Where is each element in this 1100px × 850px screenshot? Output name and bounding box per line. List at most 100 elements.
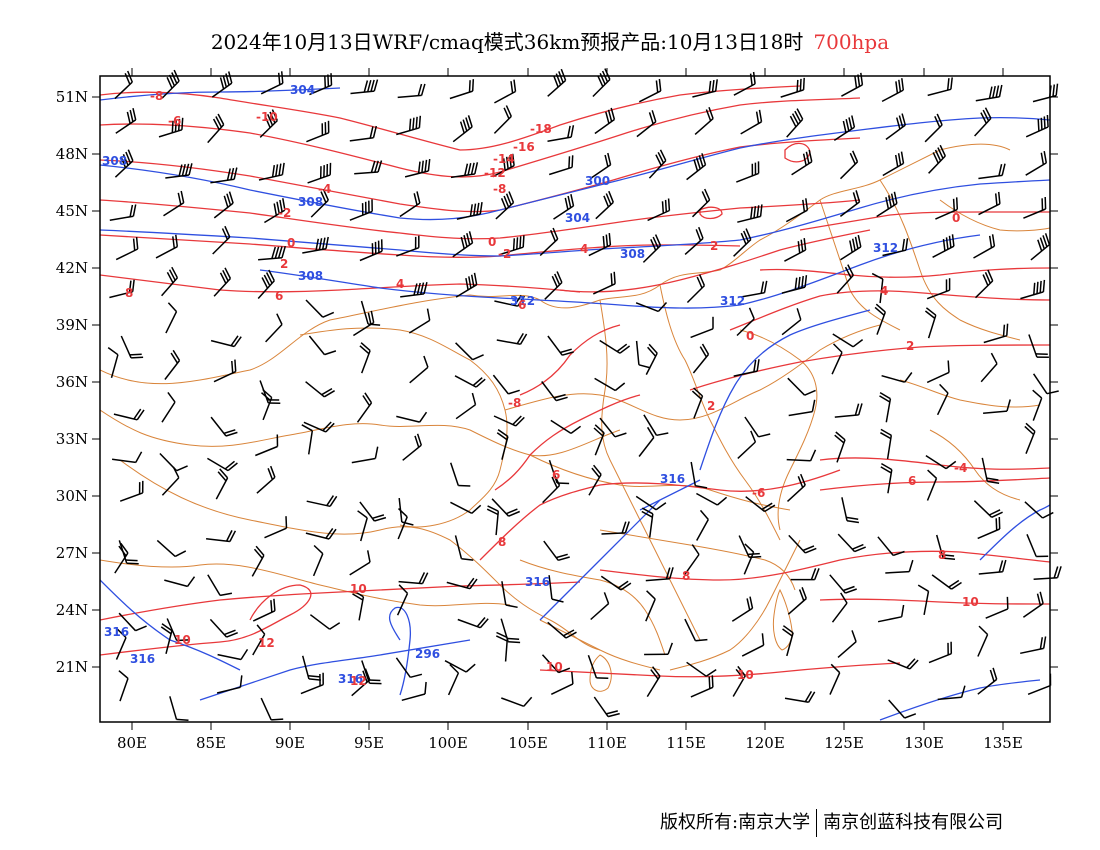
wind-barb-feather bbox=[701, 153, 707, 166]
wind-barb-feather bbox=[508, 510, 520, 517]
wind-barb bbox=[1032, 397, 1043, 421]
wind-barb-feather bbox=[270, 600, 273, 613]
wind-barb-feather bbox=[980, 112, 987, 124]
wind-barb-feather bbox=[262, 388, 273, 399]
wind-barb-feather bbox=[176, 639, 189, 642]
wind-barb-feather bbox=[507, 637, 520, 641]
wind-barb bbox=[745, 496, 766, 513]
wind-barb bbox=[349, 561, 371, 576]
wind-barb-feather bbox=[747, 552, 760, 556]
wind-barb-feather bbox=[691, 390, 702, 400]
wind-barb-feather bbox=[240, 648, 249, 660]
wind-barb bbox=[841, 497, 848, 521]
wind-barb bbox=[1025, 126, 1049, 138]
wind-barb-feather bbox=[665, 567, 671, 580]
wind-barb-feather bbox=[885, 197, 890, 210]
wind-barb bbox=[252, 610, 276, 622]
wind-barb bbox=[925, 454, 947, 470]
wind-barb-feather bbox=[791, 113, 799, 125]
wind-barb-feather bbox=[942, 238, 946, 251]
wind-barb-feather bbox=[366, 80, 372, 92]
wind-barb-feather bbox=[667, 642, 674, 655]
wind-barb-feather bbox=[226, 168, 231, 181]
wind-barb bbox=[307, 430, 314, 455]
wind-barb-feather bbox=[219, 272, 227, 284]
wind-barb-feather bbox=[487, 505, 499, 512]
wind-barb bbox=[832, 333, 854, 348]
height-label: 312 bbox=[720, 294, 745, 308]
wind-barb bbox=[978, 570, 1003, 575]
wind-barb-feather bbox=[854, 76, 858, 89]
lat-label: 24N bbox=[56, 601, 88, 619]
wind-barb-feather bbox=[1039, 280, 1042, 293]
wind-barb-feather bbox=[991, 511, 1003, 518]
wind-barb bbox=[114, 552, 129, 574]
wind-barb-feather bbox=[998, 164, 1003, 177]
wind-barb-feather bbox=[225, 73, 230, 86]
wind-barb-feather bbox=[465, 117, 471, 130]
wind-barb bbox=[1025, 162, 1047, 176]
wind-barb-feather bbox=[809, 449, 817, 462]
wind-barb-feather bbox=[479, 618, 489, 629]
wind-barb-feather bbox=[107, 346, 119, 356]
wind-barb-feather bbox=[466, 577, 475, 589]
lon-label: 95E bbox=[354, 734, 384, 752]
wind-barb-feather bbox=[852, 192, 858, 205]
wind-barb-feather bbox=[467, 115, 473, 128]
wind-barb-feather bbox=[991, 234, 996, 247]
wind-barb-feather bbox=[699, 509, 709, 520]
wind-barb bbox=[209, 618, 228, 638]
wind-barb bbox=[733, 83, 756, 96]
wind-barb-feather bbox=[364, 392, 373, 404]
temp-label: -4 bbox=[954, 461, 967, 475]
wind-barb bbox=[450, 173, 475, 179]
wind-barb bbox=[744, 416, 760, 438]
wind-barb-feather bbox=[555, 396, 568, 402]
wind-barb-feather bbox=[845, 588, 857, 594]
temp-label: 12 bbox=[350, 674, 367, 688]
wind-barb-feather bbox=[939, 383, 949, 394]
wind-barb-feather bbox=[476, 617, 486, 628]
wind-barb-feather bbox=[555, 553, 568, 559]
wind-barb-feather bbox=[900, 151, 905, 164]
wind-barb-feather bbox=[813, 568, 820, 580]
wind-barb-feather bbox=[851, 115, 856, 128]
wind-barb bbox=[115, 248, 139, 261]
wind-barb-feather bbox=[170, 352, 179, 364]
wind-barb-feather bbox=[166, 76, 173, 89]
wind-barb-feather bbox=[661, 201, 665, 214]
wind-barb bbox=[635, 340, 640, 365]
wind-barb-feather bbox=[468, 80, 471, 93]
wind-barb-feather bbox=[603, 592, 610, 604]
wind-barb-feather bbox=[807, 691, 816, 703]
temp-label: 10 bbox=[350, 582, 367, 596]
wind-barb-feather bbox=[1052, 84, 1056, 97]
wind-barb-feather bbox=[368, 679, 381, 682]
wind-barb bbox=[265, 323, 283, 343]
wind-barb-feather bbox=[607, 152, 612, 165]
temp-label: -2 bbox=[498, 247, 511, 261]
wind-barb-feather bbox=[1006, 323, 1009, 336]
wind-barb bbox=[547, 136, 572, 143]
wind-barb-feather bbox=[308, 674, 321, 678]
wind-barb bbox=[308, 335, 326, 356]
temp-label: 6 bbox=[275, 289, 283, 303]
temp-label: 8 bbox=[125, 286, 133, 300]
wind-barb-feather bbox=[280, 71, 284, 84]
wind-barb-feather bbox=[593, 464, 602, 475]
wind-barb bbox=[360, 300, 369, 325]
wind-barb-feather bbox=[326, 495, 335, 507]
wind-barb bbox=[259, 120, 278, 138]
wind-barb bbox=[166, 618, 178, 641]
wind-barb bbox=[211, 82, 233, 98]
wind-barb-feather bbox=[516, 333, 524, 345]
wind-barb-feather bbox=[844, 266, 852, 279]
wind-barb-feather bbox=[570, 194, 575, 207]
wind-barb bbox=[690, 686, 714, 698]
wind-barb-feather bbox=[925, 307, 937, 316]
wind-barb-feather bbox=[321, 387, 333, 396]
wind-barb-feather bbox=[322, 421, 332, 432]
wind-barb-feather bbox=[268, 269, 275, 282]
wind-barb bbox=[454, 535, 463, 559]
wind-barb-feather bbox=[132, 204, 137, 217]
